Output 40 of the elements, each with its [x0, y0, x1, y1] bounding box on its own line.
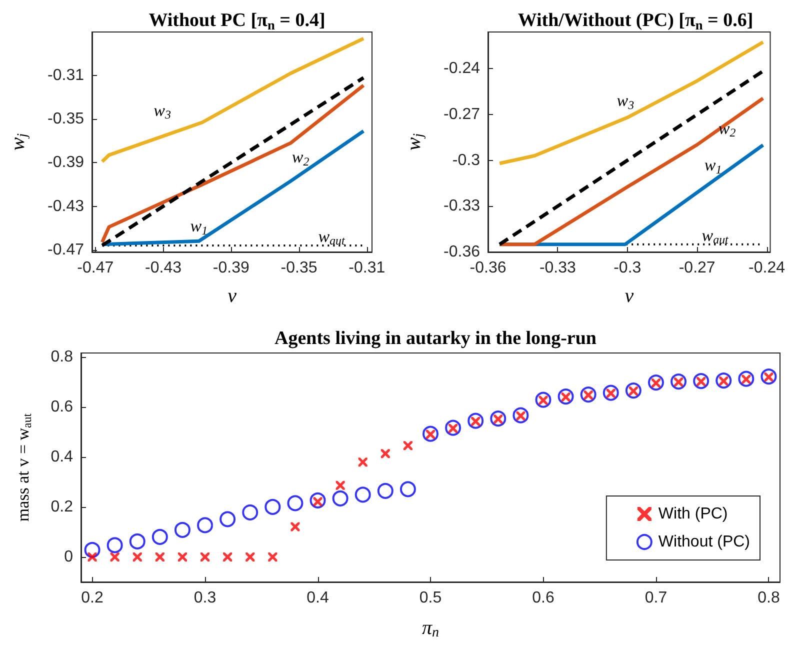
x-tick-label: 0.3 — [194, 590, 216, 606]
x-tick-label: 0.4 — [306, 590, 329, 606]
y-tick-label: -0.24 — [444, 60, 480, 78]
y-tick-label: -0.3 — [452, 152, 480, 169]
x-tick-label: -0.3 — [614, 260, 642, 276]
y-tick-label: -0.31 — [48, 67, 84, 84]
y-axis-title: wj — [7, 133, 30, 151]
x-tick-label: 0.8 — [758, 590, 780, 606]
x-tick-label: -0.39 — [212, 260, 250, 276]
y-tick-label: -0.47 — [48, 241, 84, 258]
y-tick-label: 0.4 — [50, 448, 74, 466]
x-tick-label: -0.47 — [77, 260, 114, 276]
chart-title: Agents living in autarky in the long-run — [274, 328, 597, 349]
y-tick-label: 0.8 — [50, 348, 74, 366]
x-tick-label: -0.31 — [348, 260, 386, 276]
x-tick-label: -0.35 — [280, 260, 318, 276]
y-tick-label: -0.35 — [48, 110, 84, 128]
y-tick-label: 0 — [64, 548, 74, 566]
x-axis-title: v — [624, 285, 634, 307]
x-axis-title: v — [228, 285, 237, 307]
x-tick-label: 0.5 — [419, 590, 442, 606]
y-tick-label: 0.6 — [50, 398, 74, 416]
y-axis-title: mass at v = waut — [13, 412, 34, 522]
y-axis-title: wj — [403, 133, 426, 151]
x-tick-label: -0.24 — [748, 260, 786, 276]
y-tick-label: -0.33 — [444, 198, 480, 215]
x-tick-label: -0.43 — [145, 260, 182, 276]
y-tick-label: -0.36 — [444, 244, 480, 260]
y-tick-label: -0.39 — [48, 154, 84, 172]
x-tick-label: -0.33 — [539, 260, 576, 276]
x-tick-label: -0.36 — [470, 260, 506, 276]
x-tick-label: -0.27 — [678, 260, 716, 276]
x-tick-label: 0.7 — [644, 590, 668, 606]
y-tick-label: 0.2 — [50, 498, 74, 516]
legend-label: With (PC) — [658, 506, 728, 522]
x-tick-label: 0.6 — [532, 590, 554, 606]
x-tick-label: 0.2 — [81, 590, 104, 606]
y-tick-label: -0.43 — [48, 198, 84, 215]
legend-label: Without (PC) — [658, 534, 750, 550]
y-tick-label: -0.27 — [444, 106, 480, 123]
